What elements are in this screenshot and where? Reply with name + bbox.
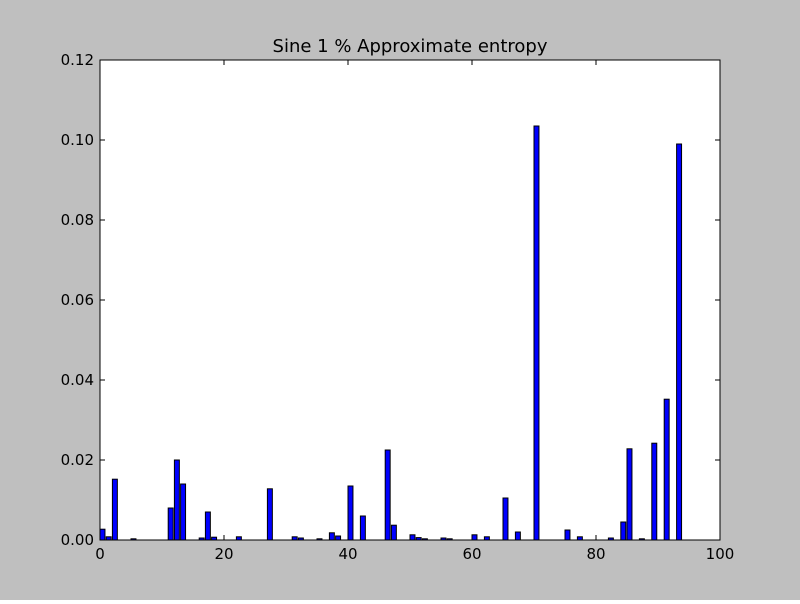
bar (564, 529, 571, 541)
bar (266, 488, 273, 541)
bar (204, 511, 211, 541)
bar (620, 521, 627, 541)
y-tick-label: 0.04 (61, 371, 94, 389)
y-tick-label: 0.12 (61, 51, 94, 69)
ticks-group: 0 20 40 60 80 100 0.00 0.02 0.04 0.06 0.08 0.10 0.12 (61, 51, 735, 563)
bar (663, 398, 670, 541)
y-tick-label: 0.00 (61, 531, 94, 549)
bar (335, 535, 342, 541)
bar (173, 459, 180, 541)
bar (626, 448, 633, 541)
bar (99, 528, 106, 541)
bar (676, 143, 683, 541)
bar (409, 534, 416, 541)
y-tick-label: 0.02 (61, 451, 94, 469)
bar (514, 531, 521, 541)
bar (384, 449, 391, 541)
bar (347, 485, 354, 541)
x-tick-label: 0 (95, 545, 105, 563)
bar (180, 483, 187, 541)
bar (502, 497, 509, 541)
x-tick-label: 80 (586, 545, 605, 563)
bar (359, 515, 366, 541)
bar (390, 524, 397, 541)
x-tick-label: 20 (214, 545, 233, 563)
bar (651, 442, 658, 541)
plot-area (100, 60, 720, 540)
bar (111, 478, 118, 541)
y-tick-label: 0.10 (61, 131, 94, 149)
y-tick-label: 0.08 (61, 211, 94, 229)
plot-frame (99, 59, 721, 541)
bar (167, 507, 174, 541)
bar (471, 534, 478, 541)
chart-title: Sine 1 % Approximate entropy (273, 36, 548, 57)
x-tick-label: 40 (338, 545, 357, 563)
x-tick-label: 100 (706, 545, 735, 563)
bar (328, 532, 335, 541)
y-tick-label: 0.06 (61, 291, 94, 309)
x-tick-label: 60 (462, 545, 481, 563)
bar (533, 125, 540, 541)
